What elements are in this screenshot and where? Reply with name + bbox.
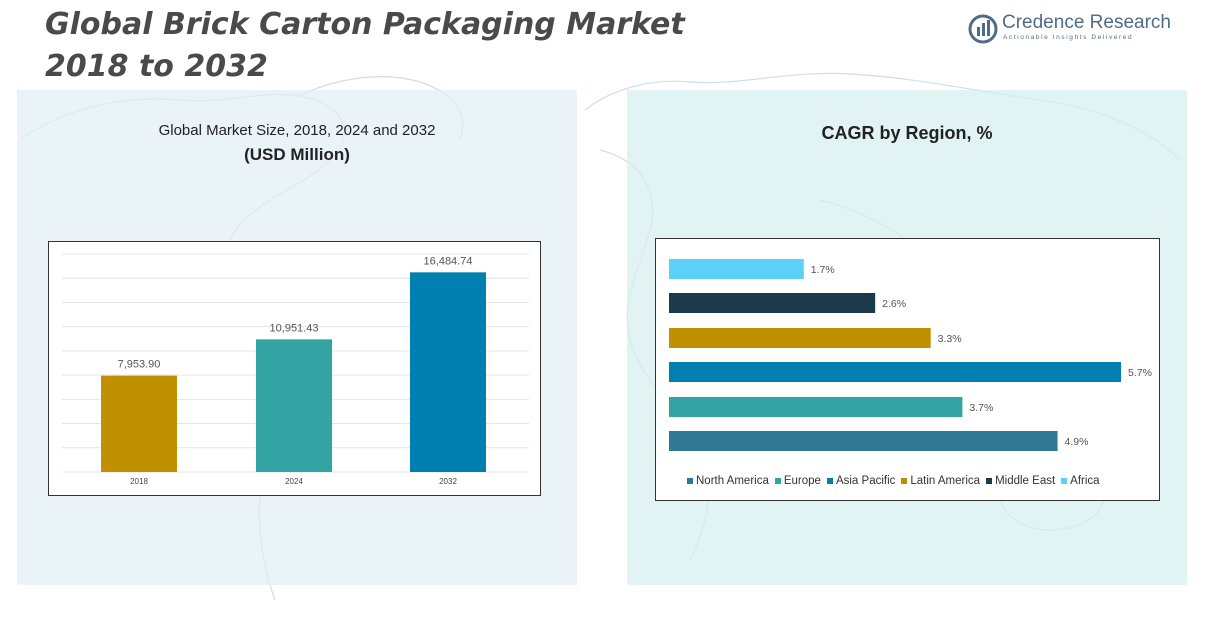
legend-item: Africa — [1061, 475, 1100, 487]
legend-item: Europe — [774, 475, 821, 487]
cagr-title: CAGR by Region, % — [821, 123, 993, 143]
x-tick-label: 2018 — [130, 477, 148, 486]
legend-swatch — [986, 478, 993, 484]
x-tick-label: 2032 — [439, 477, 457, 486]
bar-value-label: 16,484.74 — [424, 255, 473, 267]
legend-label: Latin America — [910, 475, 981, 487]
x-tick-label: 2024 — [285, 477, 303, 486]
hbar-africa — [669, 259, 804, 279]
legend-item: Latin America — [901, 475, 980, 487]
hbar-value-label: 1.7% — [811, 264, 835, 276]
hbar-value-label: 3.3% — [938, 333, 962, 345]
bar-2024 — [256, 339, 332, 472]
hbar-latin-america — [669, 328, 931, 348]
legend-swatch — [774, 478, 781, 484]
hbar-value-label: 4.9% — [1065, 436, 1089, 448]
legend-label: Africa — [1070, 475, 1100, 487]
hbar-value-label: 5.7% — [1128, 367, 1152, 379]
legend-swatch — [687, 478, 693, 484]
cagr-chart: 4.9% 3.7% 5.7% 3.3% 2.6% 1.7% — [655, 238, 1160, 501]
bar-value-label: 7,953.90 — [118, 359, 161, 371]
bar-chart-circle-icon — [968, 14, 998, 44]
legend-item: North America — [687, 475, 769, 487]
hbar-europe — [669, 397, 963, 417]
bar-2032 — [410, 272, 486, 472]
hbar-asia-pacific — [669, 362, 1121, 382]
market-size-subtitle: Global Market Size, 2018, 2024 and 2032 — [158, 122, 436, 139]
legend-swatch — [901, 478, 908, 484]
legend-swatch — [1061, 478, 1068, 484]
legend-label: Asia Pacific — [835, 475, 896, 487]
cagr-svg: 4.9% 3.7% 5.7% 3.3% 2.6% 1.7% — [669, 259, 1152, 451]
logo-tagline: Actionable Insights Delivered — [1003, 34, 1134, 41]
hbar-middle-east — [669, 293, 876, 313]
legend-label: Europe — [783, 475, 821, 487]
page-title: Global Brick Carton Packaging Market 201… — [45, 7, 685, 84]
market-size-svg: 7,953.90 2018 10,951.43 2024 16,484.74 2032 — [62, 253, 529, 486]
market-size-chart: 7,953.90 2018 10,951.43 2024 16,484.74 2032 — [48, 241, 541, 496]
market-size-unit: (USD Million) — [244, 145, 350, 164]
cagr-legend: North America Europe Asia Pacific Latin Ame… — [687, 475, 1147, 487]
logo-name: Credence Research — [1002, 12, 1171, 33]
legend-swatch — [826, 478, 833, 484]
hbar-north-america — [669, 431, 1058, 451]
hbar-value-label: 3.7% — [969, 402, 993, 414]
legend-label: Middle East — [995, 475, 1056, 487]
legend-item: Middle East — [986, 475, 1055, 487]
hbar-value-label: 2.6% — [882, 298, 906, 310]
credence-research-logo: Credence Research Actionable Insights De… — [968, 12, 1171, 48]
legend-item: Asia Pacific — [826, 475, 896, 487]
bar-2018 — [101, 375, 177, 472]
legend-label: North America — [696, 475, 769, 487]
bar-value-label: 10,951.43 — [270, 322, 319, 334]
